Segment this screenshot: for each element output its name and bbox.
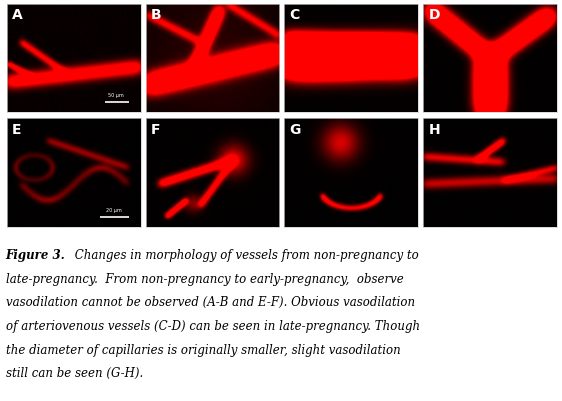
Text: Figure 3.: Figure 3. xyxy=(6,249,65,262)
Text: 50 μm: 50 μm xyxy=(108,93,124,98)
Text: C: C xyxy=(290,8,300,22)
Text: E: E xyxy=(12,123,21,137)
Text: vasodilation cannot be observed (A-B and E-F). Obvious vasodilation: vasodilation cannot be observed (A-B and… xyxy=(6,296,415,310)
Text: late-pregnancy.  From non-pregnancy to early-pregnancy,  observe: late-pregnancy. From non-pregnancy to ea… xyxy=(6,273,404,286)
Text: B: B xyxy=(151,8,161,22)
Text: Changes in morphology of vessels from non-pregnancy to: Changes in morphology of vessels from no… xyxy=(71,249,418,262)
Text: G: G xyxy=(290,123,301,137)
Text: F: F xyxy=(151,123,160,137)
Text: of arteriovenous vessels (C-D) can be seen in late-pregnancy. Though: of arteriovenous vessels (C-D) can be se… xyxy=(6,320,420,333)
Text: 20 μm: 20 μm xyxy=(106,208,122,213)
Text: the diameter of capillaries is originally smaller, slight vasodilation: the diameter of capillaries is originall… xyxy=(6,344,400,356)
Text: H: H xyxy=(429,123,440,137)
Text: still can be seen (G-H).: still can be seen (G-H). xyxy=(6,367,143,380)
Text: D: D xyxy=(429,8,440,22)
Text: A: A xyxy=(12,8,23,22)
